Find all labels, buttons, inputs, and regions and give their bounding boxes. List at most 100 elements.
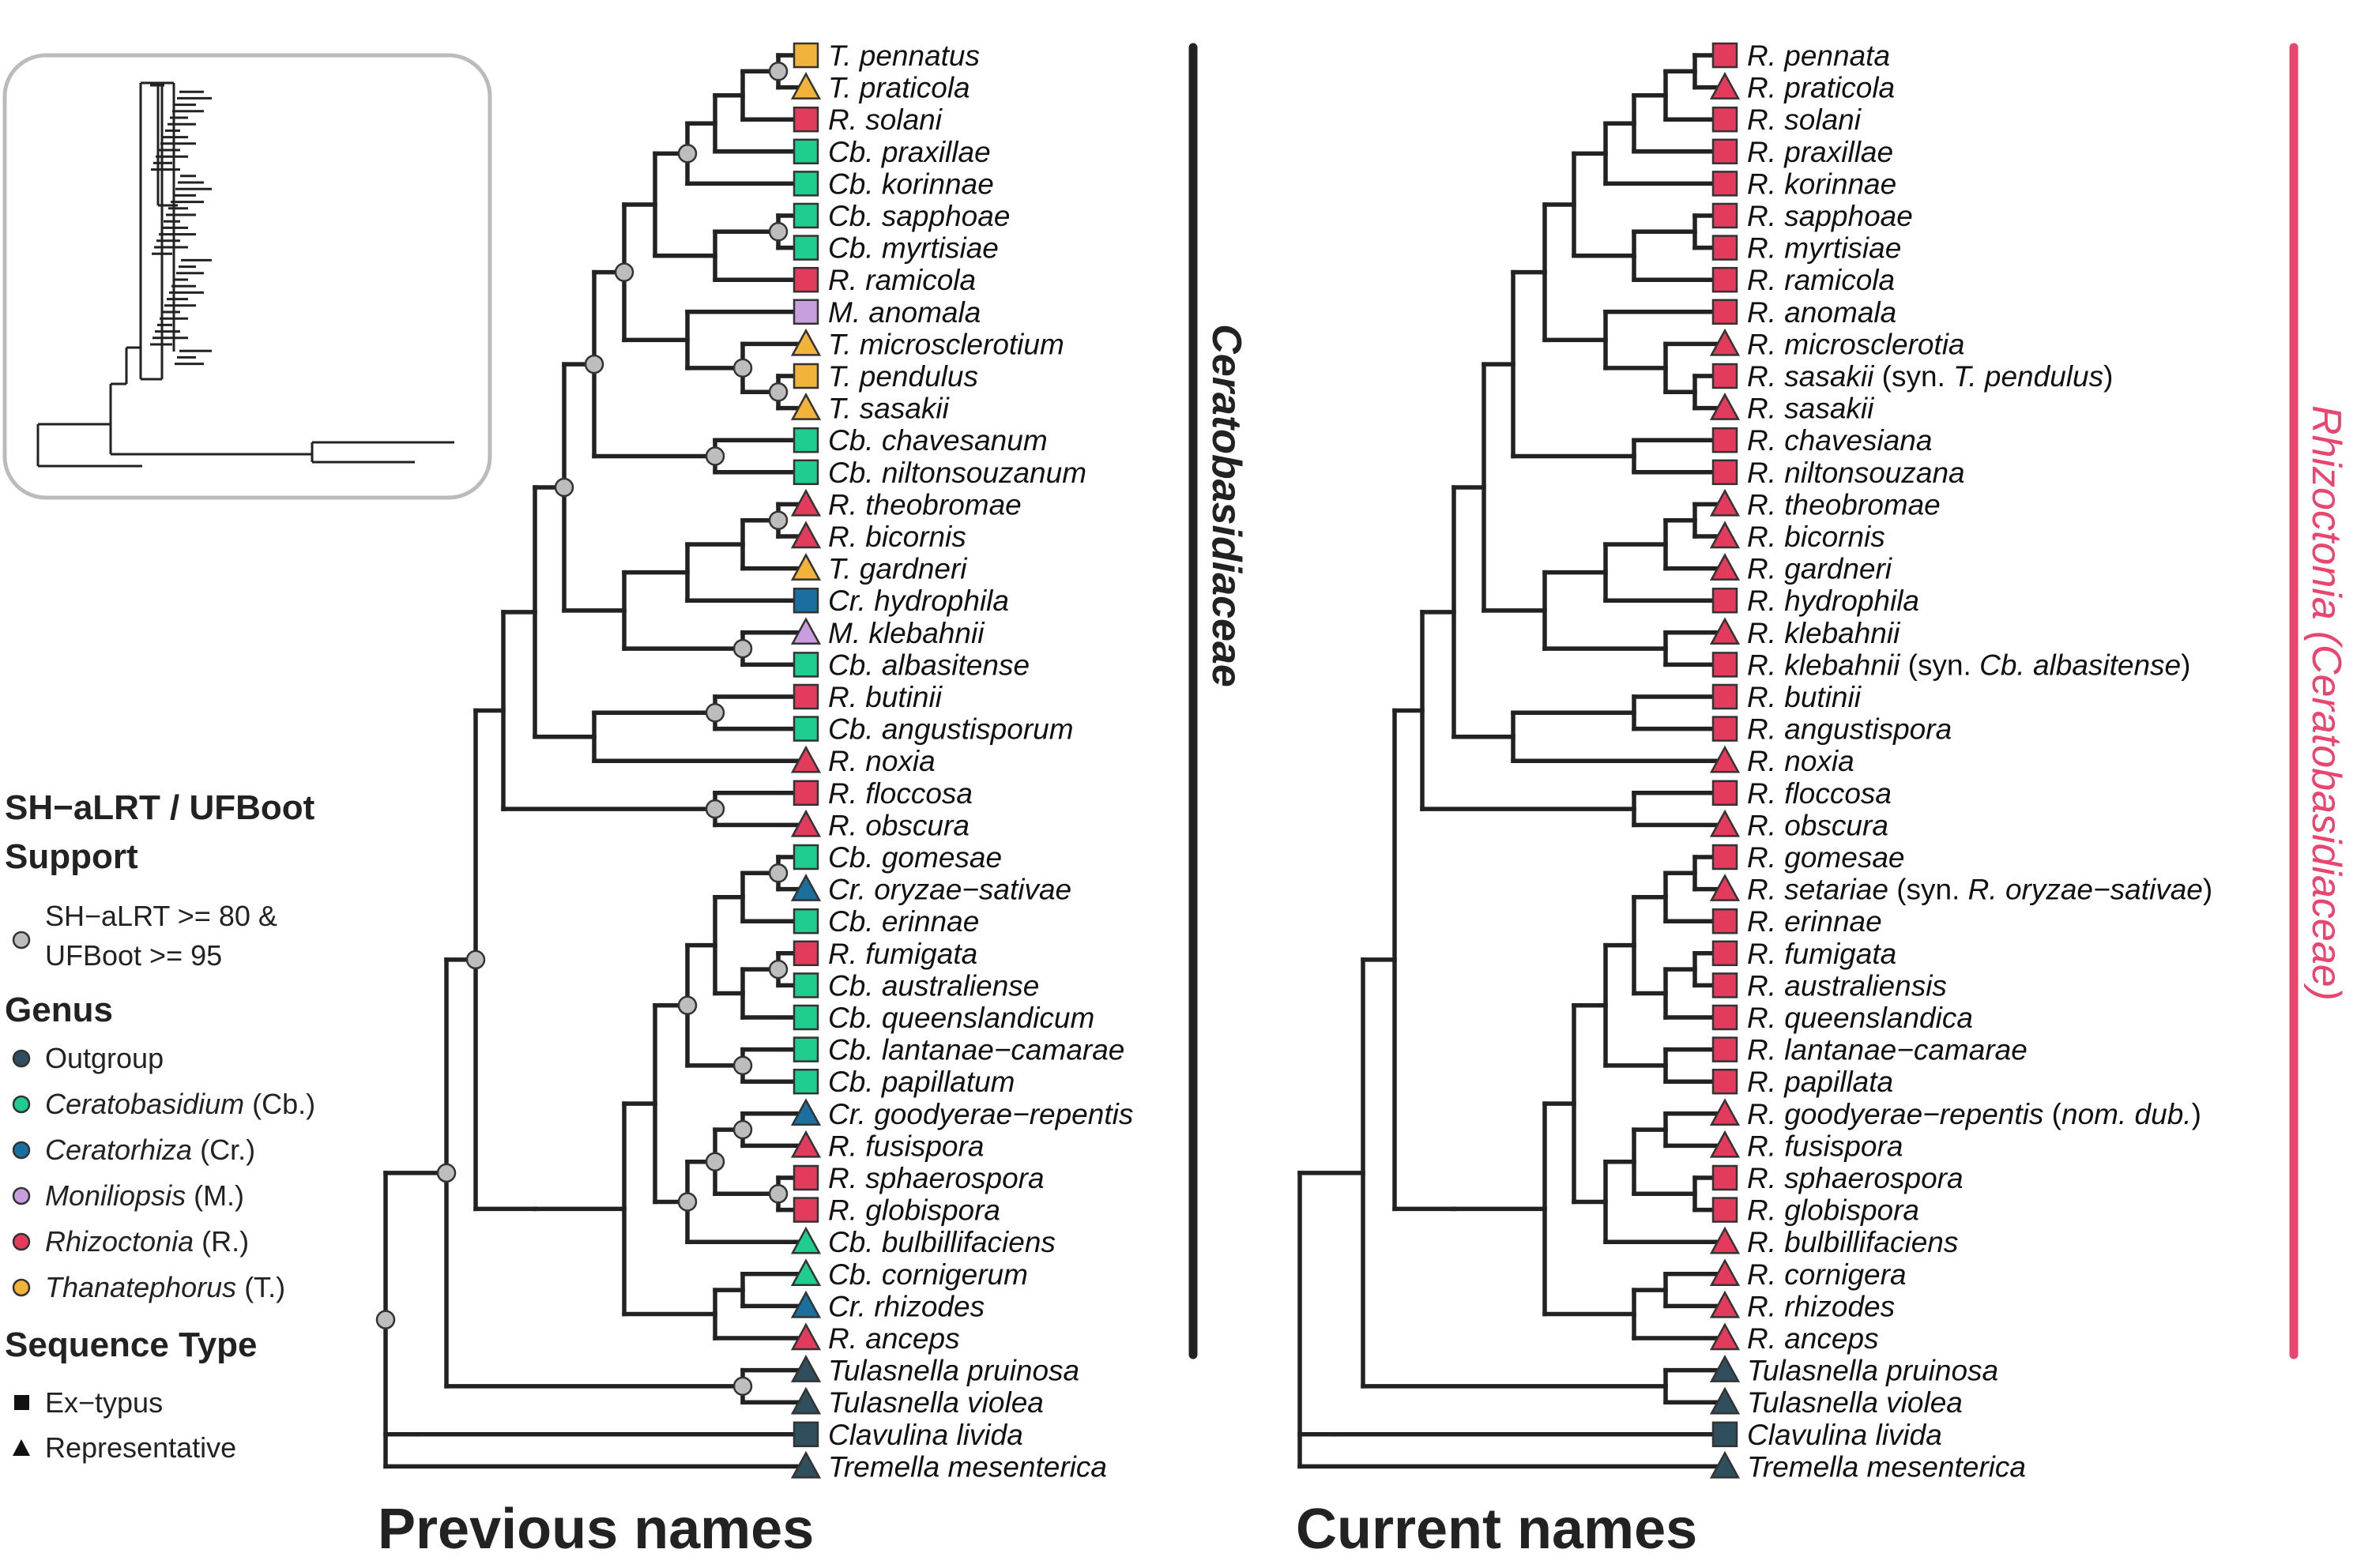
tip-triangle-marker: [790, 1258, 822, 1287]
tip-square-marker: [1711, 716, 1738, 742]
tip-square-marker: [1711, 587, 1738, 614]
tip-name: Cb. queenslandicum: [828, 1002, 1094, 1034]
support-node: [705, 799, 725, 819]
tip-label-previous: Cr. goodyerae−repentis: [828, 1098, 1133, 1130]
tip-name: M. klebahnii: [828, 617, 985, 649]
tip-square-marker: [793, 138, 819, 165]
tip-name-part: R. australiensis: [1747, 969, 1947, 1002]
support-node: [436, 1163, 457, 1183]
tip-label-previous: R. solani: [828, 103, 943, 136]
tip-name: Cb. gomesae: [828, 841, 1002, 874]
tip-name-part: R. sapphoae: [1747, 200, 1913, 232]
tip-label-current: R. theobromae: [1747, 488, 1941, 521]
tip-label-previous: M. klebahnii: [828, 617, 985, 649]
tip-label-current: R. sapphoae: [1747, 200, 1913, 232]
tip-triangle-marker: [790, 1450, 822, 1479]
tip-square-marker: [793, 1421, 819, 1448]
tip-label-previous: R. sphaerospora: [828, 1162, 1045, 1194]
tip-name: Cr. oryzae−sativae: [828, 874, 1071, 906]
tip-label-current: R. sasakii: [1747, 393, 1875, 425]
tip-label-current: R. rhizodes: [1747, 1290, 1895, 1322]
tip-square-marker: [793, 844, 819, 870]
tip-name-part: T. pendulus: [1953, 360, 2103, 393]
tip-triangle-marker: [1709, 488, 1741, 517]
tip-label-current: R. chavesiana: [1747, 424, 1932, 457]
legend-seqtype-title: Sequence Type: [5, 1325, 258, 1364]
tip-name-part: R. niltonsouzana: [1747, 457, 1965, 489]
tip-square-marker: [1711, 1068, 1738, 1095]
tip-label-previous: Cb. sapphoae: [828, 200, 1010, 232]
tip-name: Cb. korinnae: [828, 167, 994, 200]
support-node: [768, 510, 789, 530]
tip-name-part: (: [2043, 1098, 2061, 1130]
support-node: [732, 1376, 753, 1397]
current-names-title: Current names: [1296, 1498, 1697, 1561]
tip-name-part: R. globispora: [1747, 1194, 1919, 1227]
legend-square-icon: [14, 1395, 29, 1410]
tip-square-marker: [1711, 652, 1738, 678]
tip-label-current: R. gardneri: [1747, 553, 1893, 585]
tip-label-current: R. butinii: [1747, 681, 1862, 713]
tip-name-part: R. sasakii: [1747, 360, 1875, 393]
tip-name-part: R. gomesae: [1747, 841, 1905, 874]
tip-label-current: R. bicornis: [1747, 521, 1885, 553]
tip-name-part: Clavulina livida: [1747, 1419, 1942, 1451]
legend-genus-dot-icon: [12, 1186, 31, 1205]
tip-name-part: R. papillata: [1747, 1066, 1893, 1098]
tip-label-current: R. queenslandica: [1747, 1002, 1973, 1034]
tip-name-part: Tulasnella violea: [1747, 1386, 1963, 1419]
tip-square-marker: [1711, 266, 1738, 293]
tip-name: Cb. erinnae: [828, 905, 979, 938]
tip-name: Cb. lantanae−camarae: [828, 1034, 1124, 1066]
tip-name-part: R. sphaerospora: [1747, 1162, 1964, 1194]
tip-label-current: R. noxia: [1747, 745, 1854, 777]
tip-label-previous: T. pennatus: [828, 39, 980, 72]
tip-square-marker: [793, 266, 819, 293]
tip-label-current: Clavulina livida: [1747, 1419, 1942, 1451]
tip-name-part: Tremella mesenterica: [1747, 1450, 2026, 1483]
tip-square-marker: [1711, 972, 1738, 998]
tip-label-previous: R. butinii: [828, 681, 943, 713]
tip-name-part: R. fusispora: [1747, 1130, 1903, 1162]
tip-triangle-marker: [790, 393, 822, 420]
tip-label-previous: Cb. korinnae: [828, 167, 994, 200]
tip-label-previous: Cb. lantanae−camarae: [828, 1034, 1124, 1066]
tip-name: Tremella mesenterica: [828, 1450, 1107, 1483]
tip-name: Cr. rhizodes: [828, 1290, 985, 1322]
tip-name-part: R. theobromae: [1747, 488, 1941, 521]
tip-label-previous: Cr. oryzae−sativae: [828, 874, 1071, 906]
tip-triangle-marker: [790, 809, 822, 837]
tip-square-marker: [1711, 106, 1738, 133]
tip-label-previous: Cb. bulbillifaciens: [828, 1226, 1056, 1258]
legend-genus-abbr: (Cb.): [244, 1088, 315, 1120]
tip-name-part: R. oryzae−sativae: [1968, 874, 2203, 906]
tip-triangle-marker: [1709, 809, 1741, 837]
tip-label-previous: Cb. angustisporum: [828, 713, 1074, 746]
tip-label-current: R. sasakii (syn. T. pendulus): [1747, 360, 2113, 393]
tip-label-current: R. angustispora: [1747, 713, 1952, 746]
tip-label-current: R. obscura: [1747, 809, 1888, 841]
tip-label-current: R. goodyerae−repentis (nom. dub.): [1747, 1098, 2201, 1130]
tip-label-previous: T. pendulus: [828, 360, 978, 393]
rhizoctonia-clade-label: Rhizoctonia (Ceratobasidiaceae): [2303, 405, 2349, 1001]
right-tree-branches: [1297, 53, 1727, 1469]
tip-name: T. gardneri: [828, 553, 968, 585]
legend-seqtype-representative: Representative: [45, 1431, 236, 1464]
tip-label-current: R. pennata: [1747, 39, 1890, 72]
tip-square-marker: [1711, 908, 1738, 934]
tip-triangle-marker: [790, 1226, 822, 1254]
tip-name-part: R. erinnae: [1747, 905, 1882, 938]
tip-name: R. theobromae: [828, 488, 1022, 521]
tip-triangle-marker: [790, 72, 822, 100]
tip-label-previous: Tulasnella pruinosa: [828, 1355, 1079, 1387]
tip-label-current: R. australiensis: [1747, 969, 1947, 1002]
legend-genus-name: Moniliopsis: [45, 1179, 186, 1212]
tip-square-marker: [793, 42, 819, 69]
tip-name-part: R. bulbillifaciens: [1747, 1226, 1958, 1258]
tip-label-previous: Cb. erinnae: [828, 905, 979, 938]
legend-support-title-line1: SH−aLRT / UFBoot: [5, 788, 315, 827]
legend-genus-name: Thanatephorus: [45, 1271, 236, 1303]
tip-square-marker: [793, 202, 819, 229]
tip-name-part: R. praxillae: [1747, 136, 1893, 168]
tip-triangle-marker: [790, 617, 822, 645]
